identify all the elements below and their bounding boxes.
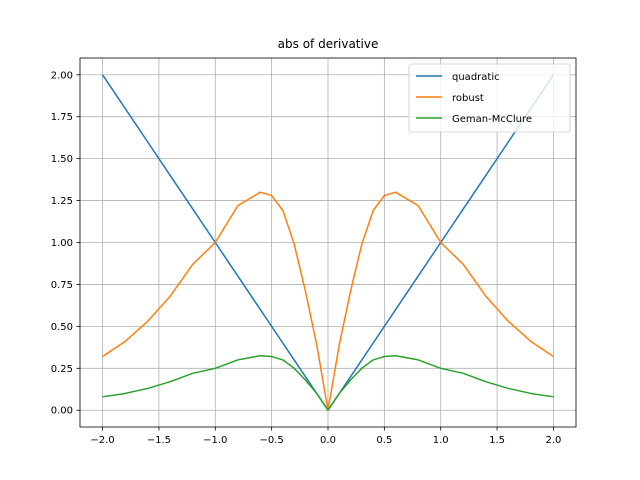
y-tick-label: 1.00: [51, 238, 73, 249]
legend-label: Geman-McClure: [452, 114, 532, 125]
y-tick-label: 2.00: [51, 70, 73, 81]
x-tick-label: −1.0: [203, 435, 227, 446]
x-tick-label: 0.0: [320, 435, 336, 446]
series-lines: [101, 74, 555, 411]
x-tick-label: 1.0: [433, 435, 449, 446]
legend-box: [408, 63, 571, 133]
x-tick-label: −1.5: [147, 435, 171, 446]
y-tick-label: 1.75: [51, 112, 73, 123]
y-tick-label: 1.50: [51, 154, 73, 165]
chart-title: abs of derivative: [278, 37, 379, 51]
legend-label: quadratic: [452, 72, 500, 83]
y-tick-label: 1.25: [51, 196, 73, 207]
x-tick-label: −0.5: [259, 435, 283, 446]
y-tick-label: 0.75: [51, 280, 73, 291]
y-tick-label: 0.25: [51, 364, 73, 375]
x-tick-label: 0.5: [376, 435, 392, 446]
x-tick-label: 2.0: [546, 435, 562, 446]
legend: quadratic robust Geman-McClure: [408, 63, 571, 133]
series-line-geman-mcclure: [102, 354, 554, 411]
axis-ticks: −2.0 −1.5 −1.0 −0.5 0.0 0.5 1.0 1.5 2.0 0.00 0.25 0…: [51, 70, 562, 446]
legend-label: robust: [452, 93, 484, 104]
y-tick-label: 0.50: [51, 322, 73, 333]
x-tick-label: 1.5: [489, 435, 505, 446]
y-tick-label: 0.00: [51, 406, 73, 417]
x-tick-label: −2.0: [90, 435, 114, 446]
